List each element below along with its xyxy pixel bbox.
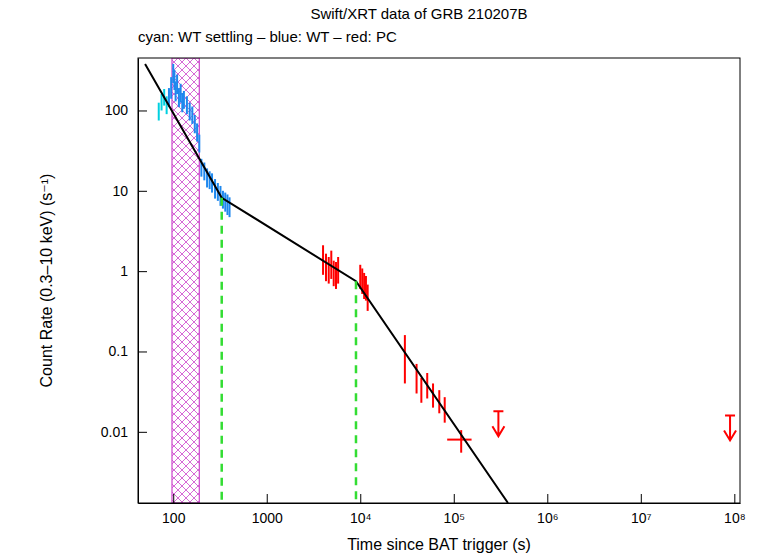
tick: 10⁸ xyxy=(724,494,746,526)
tick: 1 xyxy=(120,263,147,279)
x-axis-line xyxy=(139,503,741,504)
tick-mark xyxy=(138,110,147,111)
error-bar xyxy=(198,135,200,153)
error-bar xyxy=(229,197,231,217)
tick-mark xyxy=(138,432,147,433)
tick-label: 10⁵ xyxy=(444,510,465,526)
tick-mark xyxy=(641,494,642,503)
error-bar xyxy=(158,103,160,121)
error-bar xyxy=(176,75,178,95)
break-line xyxy=(355,281,358,503)
tick-mark xyxy=(138,191,147,192)
error-bar xyxy=(325,254,327,282)
upper-limit xyxy=(724,415,736,440)
error-bar xyxy=(335,262,337,289)
tick-label: 0.01 xyxy=(101,424,128,440)
series xyxy=(323,245,472,452)
tick-mark xyxy=(454,494,455,503)
x-error-bar xyxy=(447,439,471,441)
tick: 1000 xyxy=(252,494,283,526)
plot: 100 1000 10⁴ 10⁵ 10⁶ 10⁷ 10⁸ 0.01 0.1 1 10 100 xyxy=(101,58,746,526)
tick-label: 10⁴ xyxy=(350,510,372,526)
error-bar xyxy=(186,96,188,114)
error-bar xyxy=(189,103,191,121)
tick: 10⁵ xyxy=(444,494,465,526)
subtitle: cyan: WT settling – blue: WT – red: PC xyxy=(138,28,397,45)
x-axis-title: Time since BAT trigger (s) xyxy=(347,536,531,553)
error-bar xyxy=(224,193,226,212)
tick: 10⁶ xyxy=(537,494,558,526)
tick-mark xyxy=(138,271,147,272)
error-bar xyxy=(170,77,172,99)
tick-label: 10 xyxy=(112,183,128,199)
error-bar xyxy=(328,257,330,284)
y-axis: 0.01 0.1 1 10 100 xyxy=(101,59,147,504)
tick-mark xyxy=(734,494,735,503)
error-bar xyxy=(226,194,228,215)
tick: 0.01 xyxy=(101,424,147,440)
tick-label: 100 xyxy=(105,102,129,118)
tick-label: 1000 xyxy=(252,510,283,526)
tick: 10⁷ xyxy=(631,494,652,526)
error-bar xyxy=(178,88,180,107)
tick: 10⁴ xyxy=(350,494,372,526)
tick-label: 10⁷ xyxy=(631,510,652,526)
data-layer xyxy=(145,58,736,503)
chart: 100 1000 10⁴ 10⁵ 10⁶ 10⁷ 10⁸ 0.01 0.1 1 10 100 Swift… xyxy=(0,0,767,558)
error-bar xyxy=(191,107,193,124)
break-line xyxy=(220,198,223,503)
error-bar xyxy=(161,94,163,110)
tick: 0.1 xyxy=(109,343,147,359)
tick: 100 xyxy=(162,494,186,526)
tick: 100 xyxy=(105,102,147,118)
tick-label: 0.1 xyxy=(109,343,129,359)
y-axis-title: Count Rate (0.3–10 keV) (s⁻¹) xyxy=(38,174,55,388)
upper-limit xyxy=(492,411,504,436)
x-axis: 100 1000 10⁴ 10⁵ 10⁶ 10⁷ 10⁸ xyxy=(139,494,746,526)
shaded-interval xyxy=(172,58,199,503)
tick-mark xyxy=(547,494,548,503)
tick-mark xyxy=(267,494,268,503)
error-bar xyxy=(420,378,422,403)
error-bar xyxy=(196,123,198,141)
error-bar xyxy=(404,335,406,383)
tick-mark xyxy=(173,494,174,503)
frame xyxy=(138,58,740,503)
y-axis-line xyxy=(138,59,139,504)
tick-label: 1 xyxy=(120,263,128,279)
error-bar xyxy=(194,115,196,133)
tick-mark xyxy=(360,494,361,503)
error-bar xyxy=(333,261,335,287)
model-line xyxy=(145,64,508,503)
tick-label: 100 xyxy=(162,510,186,526)
tick: 10 xyxy=(112,183,147,199)
tick-mark xyxy=(138,351,147,352)
tick-label: 10⁸ xyxy=(724,510,746,526)
tick-label: 10⁶ xyxy=(537,510,558,526)
title: Swift/XRT data of GRB 210207B xyxy=(310,5,527,22)
error-bar xyxy=(183,91,185,109)
